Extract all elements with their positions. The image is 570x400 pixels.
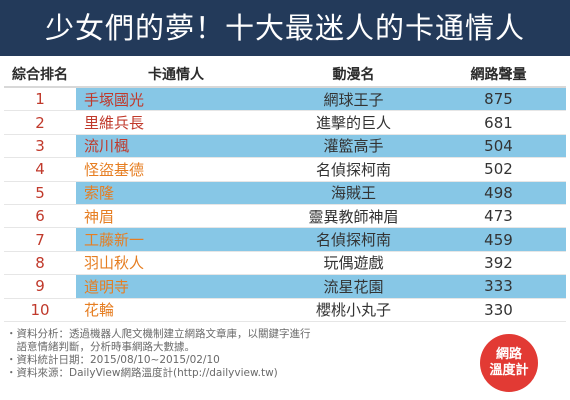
anime-cell: 名偵探柯南 [276,157,431,182]
footnote-source: ・資料來源：DailyView網路溫度計(http://dailyview.tw… [6,367,278,379]
footnote-analysis: ・資料分析：透過機器人爬文機制建立網路文章庫，以關鍵字進行 [6,328,311,340]
rank-cell: 3 [4,134,76,159]
volume-cell: 498 [431,181,566,205]
volume-cell: 473 [431,204,566,229]
logo-line1: 網路 [495,347,522,362]
header-character: 卡通情人 [76,62,276,88]
volume-cell: 502 [431,157,566,182]
rank-cell: 4 [4,157,76,182]
anime-cell: 流星花園 [276,274,431,299]
table-row: 4 怪盜基德 名偵探柯南 502 [4,157,566,182]
table-row: 7 工藤新一 名偵探柯南 459 [4,227,566,252]
footnote-analysis-cont: 語意情緒判斷，分析時事網路大數據。 [6,341,195,353]
character-cell: 花輪 [76,298,276,322]
character-cell: 索隆 [76,181,276,205]
table-header-row: 綜合排名 卡通情人 動漫名 網路聲量 [4,62,566,88]
rank-cell: 9 [4,274,76,299]
volume-cell: 392 [431,251,566,276]
character-cell: 神眉 [76,204,276,229]
volume-cell: 333 [431,274,566,299]
volume-cell: 875 [431,87,566,112]
volume-cell: 681 [431,110,566,135]
anime-cell: 進擊的巨人 [276,110,431,135]
anime-cell: 名偵探柯南 [276,227,431,252]
table-row: 9 道明寺 流星花園 333 [4,274,566,299]
character-cell: 里維兵長 [76,110,276,135]
rank-cell: 6 [4,204,76,229]
anime-cell: 櫻桃小丸子 [276,298,431,322]
table-row: 1 手塚國光 網球王子 875 [4,87,566,112]
rank-cell: 10 [4,298,76,322]
character-cell: 羽山秋人 [76,251,276,276]
character-cell: 怪盜基德 [76,157,276,182]
character-cell: 道明寺 [76,274,276,299]
footnote-date: ・資料統計日期：2015/08/10~2015/02/10 [6,354,220,366]
rank-cell: 8 [4,251,76,276]
page-title: 少女們的夢！十大最迷人的卡通情人 [0,0,570,56]
anime-cell: 靈異教師神眉 [276,204,431,229]
table-row: 6 神眉 靈異教師神眉 473 [4,204,566,229]
table-row: 5 索隆 海賊王 498 [4,181,566,205]
header-rank: 綜合排名 [4,62,76,88]
rank-cell: 2 [4,110,76,135]
volume-cell: 330 [431,298,566,322]
header-anime: 動漫名 [276,62,431,88]
header-volume: 網路聲量 [431,62,566,88]
table-row: 2 里維兵長 進擊的巨人 681 [4,110,566,135]
anime-cell: 海賊王 [276,181,431,205]
rank-cell: 7 [4,227,76,252]
table-row: 8 羽山秋人 玩偶遊戲 392 [4,251,566,276]
character-cell: 工藤新一 [76,227,276,252]
character-cell: 手塚國光 [76,87,276,112]
table-row: 3 流川楓 灌籃高手 504 [4,134,566,159]
dailyview-logo: 網路 溫度計 [480,334,538,392]
anime-cell: 灌籃高手 [276,134,431,159]
character-cell: 流川楓 [76,134,276,159]
footnotes: ・資料分析：透過機器人爬文機制建立網路文章庫，以關鍵字進行 語意情緒判斷，分析時… [6,328,476,380]
rank-cell: 5 [4,181,76,205]
rank-cell: 1 [4,87,76,112]
volume-cell: 504 [431,134,566,159]
volume-cell: 459 [431,227,566,252]
anime-cell: 網球王子 [276,87,431,112]
anime-cell: 玩偶遊戲 [276,251,431,276]
ranking-table: 綜合排名 卡通情人 動漫名 網路聲量 1 手塚國光 網球王子 875 2 里維兵… [4,62,566,322]
logo-line2: 溫度計 [489,363,529,378]
table-row: 10 花輪 櫻桃小丸子 330 [4,298,566,322]
